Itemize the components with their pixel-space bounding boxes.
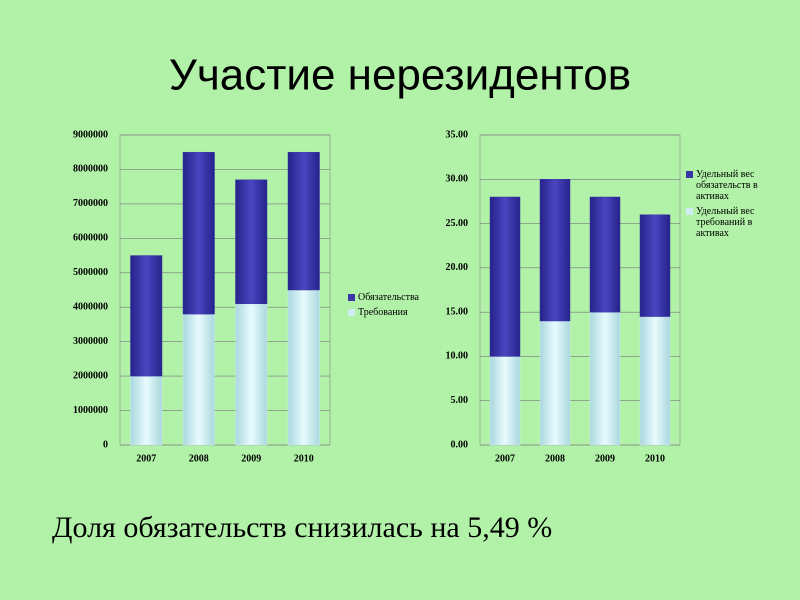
x-tick-label: 2010 [294,453,314,464]
y-tick-label: 2000000 [73,370,108,381]
y-tick-label: 5.00 [451,395,469,406]
y-tick-label: 9000000 [73,129,108,140]
y-tick-label: 30.00 [446,174,469,185]
bar-segment [589,311,621,446]
bar-segment [287,151,320,291]
bar-segment [182,313,215,446]
y-tick-label: 5000000 [73,267,108,278]
slide-title: Участие нерезидентов [169,51,631,100]
x-tick-label: 2009 [595,453,615,464]
bar-segment [287,289,320,446]
footer-text: Доля обязательств снизилась на 5,49 % [52,511,552,544]
legend-label: Обязательства [358,292,420,303]
y-tick-label: 35.00 [446,129,469,140]
x-tick-label: 2008 [189,453,209,464]
x-tick-label: 2007 [495,453,515,464]
y-tick-label: 7000000 [73,198,108,209]
bar-segment [539,179,571,322]
bar-segment [130,255,163,377]
y-tick-label: 1000000 [73,405,108,416]
bar-segment [539,320,571,446]
legend-label: Удельный вес обязательств в активах [696,169,758,202]
bar-segment [182,151,215,315]
x-tick-label: 2010 [645,453,665,464]
bar-segment [589,196,621,313]
y-tick-label: 10.00 [446,351,469,362]
y-tick-label: 0.00 [451,439,469,450]
bar-segment [130,375,163,446]
legend-swatch [686,171,693,178]
bar-segment [639,214,671,317]
legend-label: Требования [358,307,408,318]
y-tick-label: 6000000 [73,233,108,244]
y-tick-label: 25.00 [446,218,469,229]
legend-swatch [348,309,355,316]
x-tick-label: 2009 [241,453,261,464]
legend-swatch [686,208,693,215]
y-tick-label: 0 [103,439,108,450]
y-tick-label: 15.00 [446,306,469,317]
bar-segment [489,356,521,446]
bar-segment [235,179,268,305]
bar-segment [639,316,671,446]
x-tick-label: 2007 [136,453,156,464]
y-tick-label: 4000000 [73,302,108,313]
bar-segment [235,303,268,446]
x-tick-label: 2008 [545,453,565,464]
y-tick-label: 3000000 [73,336,108,347]
y-tick-label: 8000000 [73,164,108,175]
legend-label: Удельный вес требований в активах [696,206,755,239]
legend-swatch [348,294,355,301]
bar-segment [489,196,521,357]
y-tick-label: 20.00 [446,262,469,273]
